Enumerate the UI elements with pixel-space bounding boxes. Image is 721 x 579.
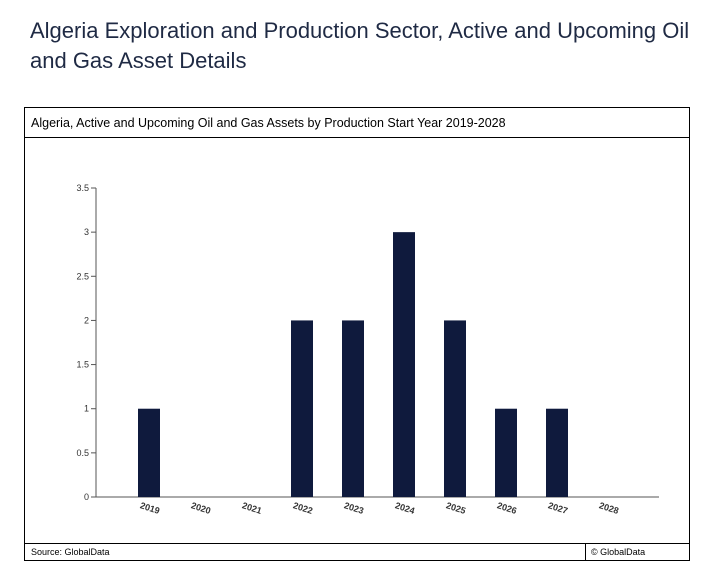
y-tick-label: 3.5 <box>76 183 89 193</box>
bar <box>393 232 415 497</box>
chart-figure: Algeria, Active and Upcoming Oil and Gas… <box>24 107 690 561</box>
y-tick-label: 2 <box>84 315 89 325</box>
source-note: Source: GlobalData <box>31 547 110 557</box>
bar-series <box>138 232 568 497</box>
x-tick-label: 2025 <box>445 500 467 516</box>
x-axis: 2019 2020 2021 2022 2023 2024 2025 2026 2027 2028 <box>96 496 659 516</box>
y-tick-label: 0 <box>84 492 89 502</box>
y-tick-label: 1.5 <box>76 360 89 370</box>
x-tick-label: 2028 <box>598 500 620 516</box>
bar <box>495 408 517 497</box>
y-tick-label: 3 <box>84 227 89 237</box>
y-tick-label: 1 <box>84 404 89 414</box>
chart-title: Algeria, Active and Upcoming Oil and Gas… <box>25 108 689 138</box>
page-title: Algeria Exploration and Production Secto… <box>30 18 690 73</box>
x-tick-label: 2021 <box>241 500 263 516</box>
x-tick-label: 2023 <box>343 500 365 516</box>
bar <box>291 320 313 497</box>
chart-footer: Source: GlobalData © GlobalData <box>25 543 689 560</box>
x-tick-label: 2022 <box>292 500 314 516</box>
x-tick-label: 2020 <box>190 500 212 516</box>
x-tick-label: 2026 <box>496 500 518 516</box>
y-tick-label: 2.5 <box>76 271 89 281</box>
bar <box>342 320 364 497</box>
y-tick-label: 0.5 <box>76 448 89 458</box>
x-tick-label: 2024 <box>394 500 416 516</box>
bar <box>138 408 160 497</box>
bar-chart: 0 0.5 1 1.5 2 2.5 3 3.5 2019 2020 2021 2022 2023 202… <box>76 183 659 516</box>
y-axis: 0 0.5 1 1.5 2 2.5 3 3.5 <box>76 183 97 502</box>
x-tick-label: 2027 <box>547 500 569 516</box>
bar <box>444 320 466 497</box>
x-tick-label: 2019 <box>139 500 161 516</box>
bar <box>546 408 568 497</box>
copyright-note: © GlobalData <box>591 547 646 557</box>
footer-divider <box>585 544 586 560</box>
